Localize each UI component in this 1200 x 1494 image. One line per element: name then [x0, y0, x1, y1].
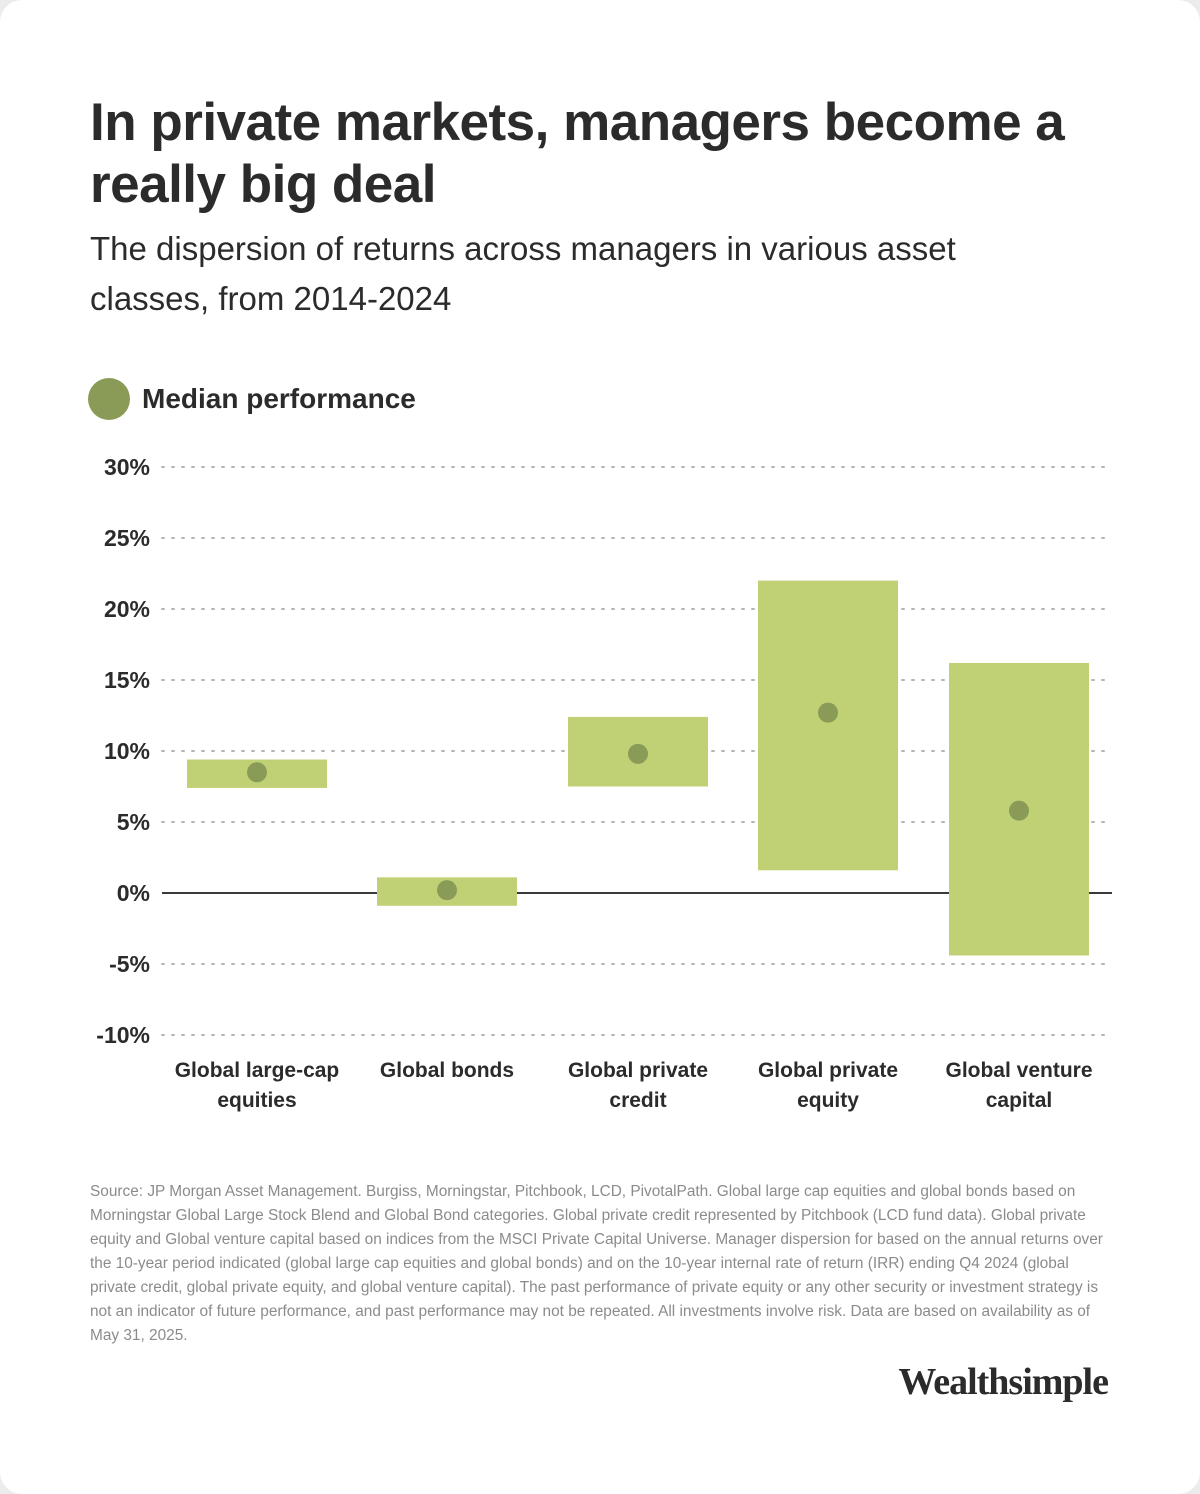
y-tick-label: 10%: [104, 738, 150, 764]
median-dot: [1009, 800, 1029, 821]
x-category-label: Global private: [758, 1059, 898, 1082]
range-bar: [758, 580, 898, 871]
y-tick-label: 30%: [104, 454, 150, 480]
y-tick-label: -5%: [109, 951, 150, 977]
y-tick-label: 5%: [117, 809, 150, 835]
x-category-label: Global large-cap: [175, 1059, 340, 1082]
x-category-label: equities: [217, 1089, 296, 1112]
x-category-label: Global private: [568, 1059, 708, 1082]
legend-median-dot-icon: [88, 378, 130, 420]
y-tick-label: 20%: [104, 596, 150, 622]
y-tick-label: 0%: [117, 880, 150, 906]
x-category-label: capital: [986, 1089, 1053, 1112]
x-category-label: credit: [609, 1089, 666, 1112]
x-category-label: equity: [797, 1089, 859, 1112]
chart-subtitle: The dispersion of returns across manager…: [90, 230, 956, 317]
median-dot: [437, 880, 457, 901]
y-tick-label: 25%: [104, 525, 150, 551]
range-chart: 30% 25% 20% 15% 10% 5% 0% -5% -10% Global large-c…: [96, 454, 1113, 1112]
legend-label: Median performance: [142, 383, 416, 414]
y-tick-label: -10%: [96, 1022, 150, 1048]
median-dot: [628, 743, 648, 764]
x-category-label: Global venture: [945, 1059, 1092, 1082]
x-category-label: Global bonds: [380, 1059, 514, 1082]
y-tick-label: 15%: [104, 667, 150, 693]
brand-logo: Wealthsimple: [898, 1361, 1109, 1403]
median-dot: [818, 702, 838, 723]
legend: Median performance: [88, 377, 416, 421]
label-layer: 30% 25% 20% 15% 10% 5% 0% -5% -10% Global large-c…: [96, 454, 1092, 1112]
source-note: Source: JP Morgan Asset Management. Burg…: [90, 1183, 1103, 1344]
chart-title: In private markets, managers become a re…: [90, 93, 1065, 214]
median-dot: [247, 762, 267, 783]
bar-layer: [187, 580, 1089, 956]
